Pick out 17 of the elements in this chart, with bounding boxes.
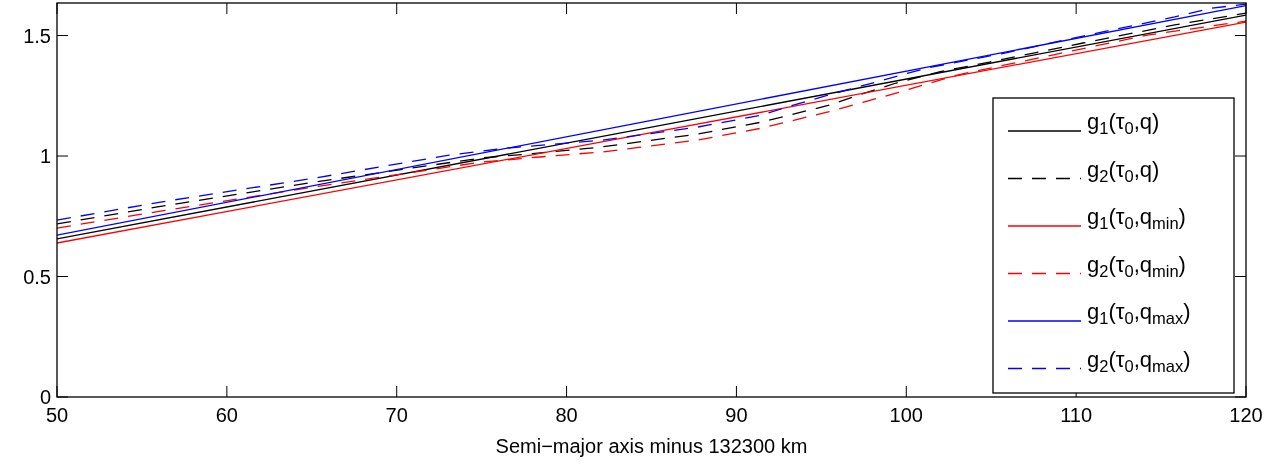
x-tick-label: 90 — [725, 404, 748, 426]
legend-label: g$_{2}$(τ$_{0}$,q) — [1087, 156, 1160, 185]
y-tick-label: 1 — [39, 145, 51, 168]
legend-label: g$_{1}$(τ$_{0}$,q$_{max}$) — [1087, 299, 1191, 328]
x-tick-label: 120 — [1229, 404, 1263, 426]
x-tick-label: 60 — [215, 404, 238, 426]
x-tick-label: 80 — [555, 404, 578, 426]
legend-label: g$_{2}$(τ$_{0}$,q$_{min}$) — [1087, 251, 1186, 280]
x-tick-label: 110 — [1060, 404, 1093, 426]
x-axis-title: Semi−major axis minus 132300 km — [495, 435, 808, 457]
x-tick-label: 70 — [385, 404, 408, 426]
y-tick-label: 0.5 — [23, 265, 51, 288]
legend-label: g$_{1}$(τ$_{0}$,q) — [1087, 109, 1160, 138]
legend-label: g$_{2}$(τ$_{0}$,q$_{max}$) — [1087, 346, 1191, 375]
x-tick-label: 100 — [889, 404, 923, 426]
y-tick-label: 1.5 — [23, 24, 51, 47]
legend-label: g$_{1}$(τ$_{0}$,q$_{min}$) — [1087, 204, 1186, 233]
